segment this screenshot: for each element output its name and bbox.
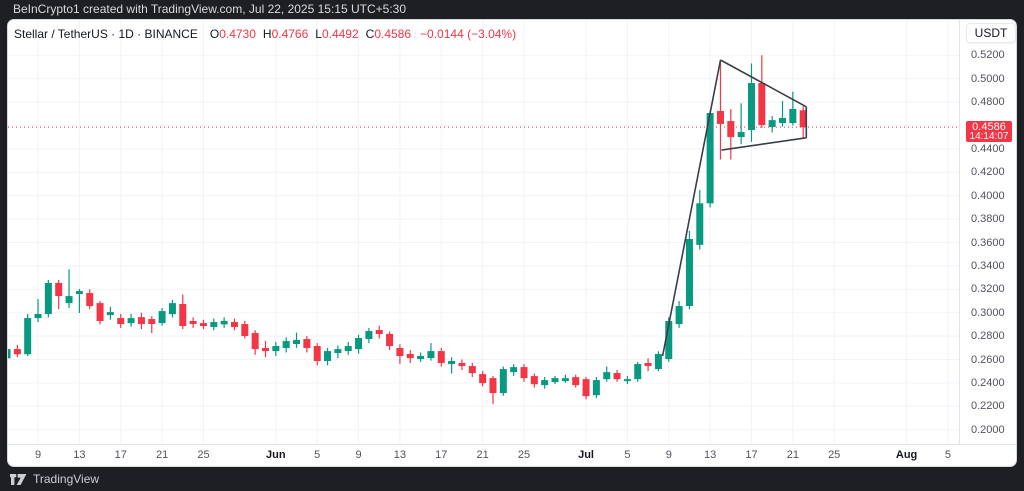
price-tick-label: 0.5000 bbox=[971, 72, 1005, 85]
tradingview-logo-text: TradingView bbox=[33, 472, 100, 486]
chart-panel: Stellar / TetherUS · 1D · BINANCE O0.4730… bbox=[7, 19, 1017, 467]
price-tick-label: 0.3600 bbox=[971, 236, 1005, 249]
time-tick-label: Aug bbox=[895, 449, 918, 461]
time-tick-label: 17 bbox=[435, 449, 448, 461]
time-tick-label: 5 bbox=[624, 449, 631, 461]
tradingview-logo[interactable]: TradingView bbox=[10, 472, 99, 486]
time-tick-label: 25 bbox=[828, 449, 841, 461]
ohlc-low: L0.4492 bbox=[315, 27, 359, 41]
price-tick-label: 0.4400 bbox=[971, 142, 1005, 155]
price-tick-label: 0.2800 bbox=[971, 330, 1005, 343]
price-change: −0.0144 (−3.04%) bbox=[420, 27, 517, 41]
symbol-title: Stellar / TetherUS · 1D · BINANCE bbox=[14, 27, 198, 41]
price-tick-label: 0.2600 bbox=[971, 353, 1005, 366]
time-tick-label: 9 bbox=[34, 449, 42, 461]
time-tick-label: 21 bbox=[155, 449, 169, 461]
time-tick-label: Jun bbox=[266, 449, 286, 461]
price-tick-label: 0.3200 bbox=[971, 283, 1005, 296]
time-tick-label: 13 bbox=[393, 449, 407, 461]
time-tick-label: 17 bbox=[745, 449, 758, 461]
pole-uptrend-line[interactable] bbox=[661, 59, 722, 357]
ohlc-close: C0.4586 bbox=[365, 27, 412, 41]
price-tick-label: 0.3800 bbox=[971, 213, 1005, 226]
price-tick-label: 0.4800 bbox=[971, 96, 1005, 109]
pennant-upper-line[interactable] bbox=[720, 59, 807, 108]
time-tick-label: 9 bbox=[665, 449, 672, 461]
last-price-badge: 0.4586 14:14:07 bbox=[966, 120, 1012, 142]
time-tick-label: 5 bbox=[314, 449, 321, 461]
attribution-bar: BeInCrypto1 created with TradingView.com… bbox=[0, 0, 1024, 19]
time-tick-label: 5 bbox=[944, 449, 951, 461]
time-tick-label: 13 bbox=[703, 449, 717, 461]
price-tick-label: 0.4200 bbox=[971, 166, 1005, 179]
tradingview-logo-icon bbox=[10, 473, 27, 485]
price-tick-label: 0.2200 bbox=[971, 400, 1005, 413]
ohlc-high: H0.4766 bbox=[262, 27, 309, 41]
currency-label: USDT bbox=[966, 23, 1016, 43]
footer-bar: TradingView bbox=[0, 467, 1024, 491]
time-tick-label: 25 bbox=[517, 449, 531, 461]
pennant-lower-line[interactable] bbox=[721, 137, 807, 151]
time-tick-label: 9 bbox=[355, 449, 362, 461]
candlestick-chart[interactable] bbox=[8, 20, 1017, 467]
time-tick-label: 25 bbox=[197, 449, 210, 461]
time-tick-label: 17 bbox=[114, 449, 127, 461]
time-tick-label: 21 bbox=[786, 449, 799, 461]
price-tick-label: 0.4000 bbox=[971, 189, 1005, 202]
price-tick-label: 0.2000 bbox=[971, 423, 1005, 436]
ohlc-open: O0.4730 bbox=[209, 27, 256, 41]
attribution-text: BeInCrypto1 created with TradingView.com… bbox=[13, 2, 407, 16]
last-price-value: 0.4586 bbox=[972, 120, 1006, 133]
symbol-legend[interactable]: Stellar / TetherUS · 1D · BINANCE O0.4730… bbox=[14, 27, 516, 41]
bar-close-countdown: 14:14:07 bbox=[969, 130, 1009, 142]
time-tick-label: 21 bbox=[476, 449, 489, 461]
time-tick-label: 13 bbox=[73, 449, 86, 461]
time-tick-label: Jul bbox=[578, 449, 594, 461]
price-tick-label: 0.3000 bbox=[971, 306, 1005, 319]
price-tick-label: 0.3400 bbox=[971, 259, 1005, 272]
price-tick-label: 0.5200 bbox=[971, 49, 1005, 62]
price-tick-label: 0.2400 bbox=[971, 376, 1005, 389]
